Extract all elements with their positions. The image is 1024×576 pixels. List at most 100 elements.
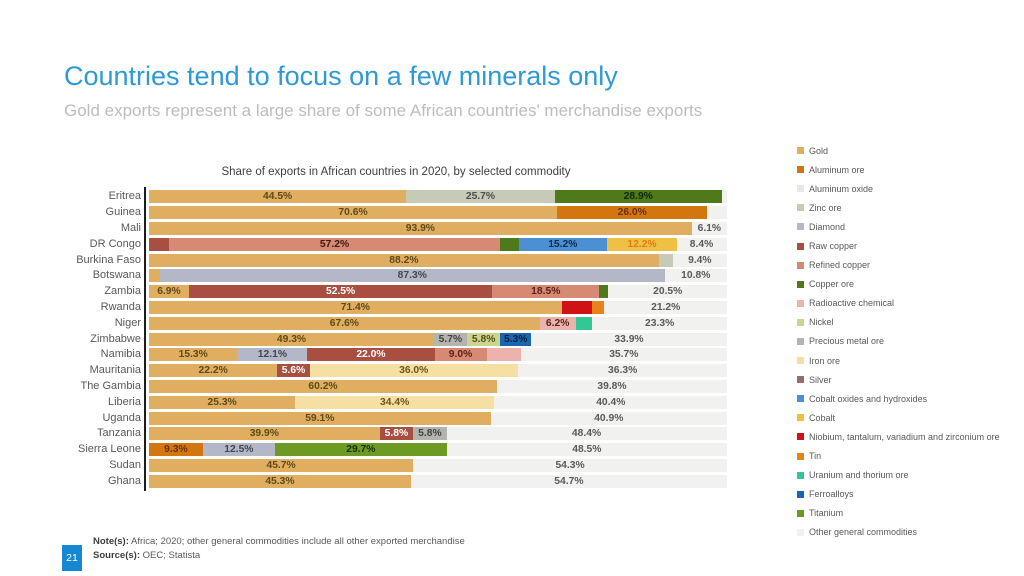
legend-swatch-icon <box>797 376 804 384</box>
bar-track: 57.2% 15.2% 12.2% 8.4% <box>149 237 727 251</box>
bar-segment-other: 21.2% <box>604 300 727 314</box>
chart-title: Share of exports in African countries in… <box>221 166 571 178</box>
legend-swatch-icon <box>797 414 804 422</box>
segment-value-label: 18.5% <box>531 286 561 298</box>
bar-track: 67.6% 6.2% 23.3% <box>149 316 727 330</box>
legend-label: Cobalt oxides and hydroxides <box>809 393 928 404</box>
legend-item-uranium: Uranium and thorium ore <box>797 466 1000 485</box>
segment-value-label: 6.9% <box>157 286 181 298</box>
country-label: Tanzania <box>96 427 141 440</box>
legend-item-silver: Silver <box>797 370 1000 389</box>
chart-row: Ghana 45.3% 54.7% <box>65 473 727 489</box>
bar-segment-raw_copper: 5.8% <box>379 427 414 441</box>
legend-label: Raw copper <box>809 241 858 252</box>
country-label: Mauritania <box>89 364 141 377</box>
chart-row: Sierra Leone 9.3% 12.5% 29.7% 48.5% <box>65 442 727 458</box>
segment-value-label: 12.1% <box>257 349 287 361</box>
country-label: Eritrea <box>108 190 141 203</box>
bar-segment-gold: 39.9% <box>149 427 380 441</box>
bar-track: 45.7% 54.3% <box>149 458 727 472</box>
chart-legend: Gold Aluminum ore Aluminum oxide Zinc ore Di… <box>797 141 1000 542</box>
country-label: Sierra Leone <box>78 443 141 456</box>
legend-item-gold: Gold <box>797 141 1000 160</box>
segment-value-label: 60.2% <box>308 380 338 392</box>
chart-row: Eritrea 44.5% 25.7% 28.9% <box>65 189 727 205</box>
bar-segment-gold: 15.3% <box>149 348 238 362</box>
segment-value-label: 34.4% <box>380 396 410 408</box>
segment-value-label: 59.1% <box>305 412 335 424</box>
segment-value-label: 6.1% <box>697 222 722 234</box>
segment-value-label: 49.3% <box>276 333 307 345</box>
bar-segment-other: 40.4% <box>494 395 727 409</box>
legend-swatch-icon <box>797 280 804 288</box>
page-subtitle: Gold exports represent a large share of … <box>64 101 703 120</box>
bar-segment-aluminum_ore: 26.0% <box>557 206 708 220</box>
segment-value-label: 67.6% <box>329 317 359 329</box>
bar-segment-iron_ore: 36.0% <box>309 364 518 378</box>
bar-track: 88.2% 9.4% <box>149 253 727 267</box>
bar-segment-aluminum_ore: 9.3% <box>149 443 203 457</box>
legend-item-cobalt: Cobalt <box>797 408 1000 427</box>
chart-row: The Gambia 60.2% 39.8% <box>65 379 727 395</box>
legend-label: Niobium, tantalum, vanadium and zirconiu… <box>809 431 1000 442</box>
chart-row: Guinea 70.6% 26.0% <box>65 205 727 221</box>
segment-value-label: 87.3% <box>397 270 427 282</box>
legend-swatch-icon <box>797 204 804 212</box>
legend-swatch-icon <box>797 528 804 536</box>
legend-item-diamond: Diamond <box>797 217 1000 236</box>
bar-segment-diamond: 12.1% <box>237 348 308 362</box>
segment-value-label: 70.6% <box>338 207 368 219</box>
segment-value-label: 54.7% <box>554 475 584 487</box>
segment-value-label: 22.2% <box>198 365 228 377</box>
segment-value-label: 12.2% <box>627 238 657 250</box>
bar-track: 9.3% 12.5% 29.7% 48.5% <box>149 443 727 457</box>
legend-item-iron_ore: Iron ore <box>797 351 1000 370</box>
bar-segment-other: 10.8% <box>664 269 727 283</box>
bar-segment-uranium <box>575 316 593 330</box>
chart-row: Sudan 45.7% 54.3% <box>65 458 727 474</box>
segment-value-label: 29.7% <box>346 444 376 456</box>
bar-track: 71.4% 21.2% <box>149 300 727 314</box>
legend-label: Nickel <box>809 317 834 328</box>
chart-row: Zimbabwe 49.3% 5.7% 5.8% 5.3% 33.9% <box>65 331 727 347</box>
legend-swatch-icon <box>797 299 804 307</box>
bar-segment-niobium <box>561 300 592 314</box>
legend-label: Radioactive chemical <box>809 298 895 309</box>
chart-row: Zambia 6.9% 52.5% 18.5% 20.5% <box>65 284 727 300</box>
legend-item-raw_copper: Raw copper <box>797 236 1000 255</box>
segment-value-label: 36.3% <box>608 365 638 377</box>
legend-swatch-icon <box>797 318 804 326</box>
chart-row: Burkina Faso 88.2% 9.4% <box>65 252 727 268</box>
legend-swatch-icon <box>797 223 804 231</box>
bar-track: 49.3% 5.7% 5.8% 5.3% 33.9% <box>149 332 727 346</box>
segment-value-label: 40.9% <box>594 412 624 424</box>
segment-value-label: 5.8% <box>418 428 442 440</box>
legend-swatch-icon <box>797 452 804 460</box>
legend-label: Refined copper <box>809 260 871 271</box>
bar-track: 93.9% 6.1% <box>149 221 727 235</box>
bar-track: 15.3% 12.1% 22.0% 9.0% 35.7% <box>149 348 727 362</box>
segment-value-label: 20.5% <box>653 286 683 298</box>
segment-value-label: 6.2% <box>545 317 570 329</box>
note-text: Africa; 2020; other general commodities … <box>128 536 465 547</box>
bar-segment-gold: 71.4% <box>149 300 562 314</box>
segment-value-label: 22.0% <box>356 349 386 361</box>
country-label: Namibia <box>100 348 141 361</box>
bar-segment-other: 48.5% <box>446 443 727 457</box>
segment-value-label: 5.7% <box>438 333 463 345</box>
country-label: Rwanda <box>100 300 141 313</box>
country-label: Burkina Faso <box>76 253 141 266</box>
legend-label: Cobalt <box>809 412 836 423</box>
legend-item-ferroalloys: Ferroalloys <box>797 485 1000 504</box>
bar-segment-other: 9.4% <box>672 253 727 267</box>
segment-value-label: 9.3% <box>164 444 188 456</box>
bar-segment-ferroalloys: 5.3% <box>500 332 532 346</box>
bar-segment-gold: 60.2% <box>149 379 497 393</box>
country-label: Ghana <box>107 474 141 487</box>
legend-label: Ferroalloys <box>809 489 854 500</box>
bar-segment-other <box>707 206 727 220</box>
bar-segment-cobalt_oxides: 15.2% <box>518 237 607 251</box>
chart-row: Liberia 25.3% 34.4% 40.4% <box>65 394 727 410</box>
legend-item-refined_copper: Refined copper <box>797 256 1000 275</box>
legend-item-aluminum_oxide: Aluminum oxide <box>797 179 1000 198</box>
